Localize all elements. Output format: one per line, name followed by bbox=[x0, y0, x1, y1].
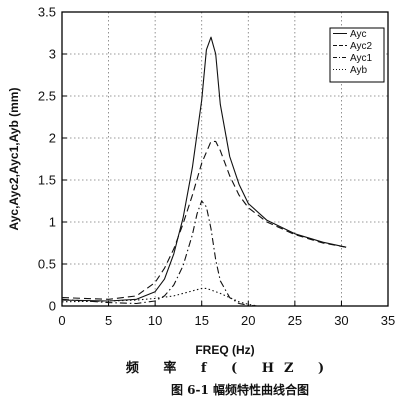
y-tick-label: 0 bbox=[49, 299, 56, 314]
series-line-ayc2 bbox=[61, 140, 347, 300]
y-tick-label: 0.5 bbox=[38, 257, 56, 272]
y-tick-label: 1 bbox=[49, 215, 56, 230]
y-tick-label: 3 bbox=[49, 47, 56, 62]
caption-frequency: 频 率 f ( HZ ) bbox=[126, 360, 334, 376]
x-axis-label: FREQ (Hz) bbox=[195, 343, 254, 357]
x-tick-label: 15 bbox=[194, 313, 208, 328]
y-tick-label: 3.5 bbox=[38, 5, 56, 20]
x-tick-label: 0 bbox=[58, 313, 65, 328]
series-line-ayc bbox=[61, 36, 347, 302]
legend-box bbox=[329, 27, 385, 83]
legend-label: Ayc bbox=[350, 29, 367, 40]
x-tick-label: 25 bbox=[288, 313, 302, 328]
caption-figure-title: 图 6-1 幅频特性曲线合图 bbox=[171, 382, 309, 397]
y-tick-label: 1.5 bbox=[38, 173, 56, 188]
x-tick-label: 10 bbox=[148, 313, 162, 328]
y-tick-label: 2.5 bbox=[38, 89, 56, 104]
x-tick-label: 30 bbox=[334, 313, 348, 328]
x-axis-ticks: 0 5 10 15 20 25 30 35 bbox=[58, 301, 395, 328]
legend-label: Ayb bbox=[350, 65, 367, 76]
x-tick-label: 20 bbox=[241, 313, 255, 328]
series-line-ayc1 bbox=[61, 200, 258, 307]
x-tick-label: 35 bbox=[381, 313, 395, 328]
series-lines bbox=[61, 36, 347, 307]
legend-label: Ayc1 bbox=[350, 53, 372, 64]
series-line-ayb bbox=[61, 287, 258, 307]
y-axis-label: Ayc,Ayc2,Ayc1,Ayb (mm) bbox=[7, 88, 21, 231]
x-tick-label: 5 bbox=[105, 313, 112, 328]
y-axis-ticks: 0 0.5 1 1.5 2 2.5 3 3.5 bbox=[38, 5, 67, 314]
y-tick-label: 2 bbox=[49, 131, 56, 146]
legend-label: Ayc2 bbox=[350, 41, 372, 52]
plot-area bbox=[61, 11, 389, 307]
